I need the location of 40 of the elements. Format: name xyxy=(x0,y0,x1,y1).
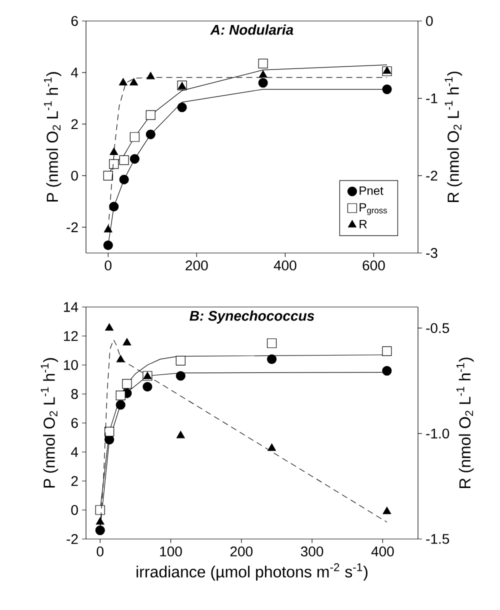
y2-tick-label: -0.5 xyxy=(426,323,450,334)
y-tick-label: 8 xyxy=(71,389,78,399)
y-tick-label: 6 xyxy=(71,418,78,428)
y-tick-label: 10 xyxy=(64,360,78,370)
legend-label: Pnet xyxy=(360,186,384,195)
x-tick-label: 600 xyxy=(362,260,385,270)
y-tick-label: 6 xyxy=(71,16,78,26)
chart-title: B: Synechococcus xyxy=(190,310,314,324)
x-tick-label: 200 xyxy=(186,260,208,270)
y2-axis-title: R (nmol O$_{2}$ L$^{-1}$ h$^{-1}$) xyxy=(456,358,474,488)
y2-tick-label: -1.5 xyxy=(426,534,450,544)
y-tick-label: 2 xyxy=(71,119,78,129)
y2-tick-label: -1 xyxy=(426,94,438,104)
x-tick-label: 100 xyxy=(160,546,182,556)
y-tick-label: -2 xyxy=(66,534,78,544)
y2-tick-label: -1.0 xyxy=(426,428,450,439)
x-tick-label: 400 xyxy=(371,546,394,556)
y-tick-label: 14 xyxy=(64,302,78,312)
x-tick-label: 0 xyxy=(96,546,104,556)
legend-label: P$_{gross}$ xyxy=(360,203,387,216)
y-axis-title: P (nmol O$_{2}$ L$^{-1}$ h$^{-1}$) xyxy=(40,358,58,488)
y-tick-label: 0 xyxy=(71,505,78,515)
legend-label: R xyxy=(360,220,367,228)
y-tick-label: 0 xyxy=(71,170,78,181)
x-tick-label: 400 xyxy=(274,260,296,270)
y2-axis-title: R (nmol O$_{2}$ L$^{-1}$ h$^{-1}$) xyxy=(444,72,462,202)
y-tick-label: 12 xyxy=(64,331,78,341)
x-axis-title: irradiance (µmol photons m$^{-2}$ s$^{-1}$) xyxy=(136,563,368,581)
y-axis-title: P (nmol O$_{2}$ L$^{-1}$ h$^{-1}$) xyxy=(44,72,62,202)
y2-tick-label: -3 xyxy=(426,248,438,258)
x-tick-label: 200 xyxy=(230,546,253,556)
y2-tick-label: 0 xyxy=(426,16,433,26)
y2-tick-label: -2 xyxy=(426,170,438,181)
y-tick-label: 2 xyxy=(71,476,78,486)
y-tick-label: 4 xyxy=(71,447,78,457)
y-tick-label: 4 xyxy=(71,68,78,78)
x-tick-label: 0 xyxy=(104,260,112,270)
chart-title: A: Nodularia xyxy=(210,24,294,35)
y-tick-label: -2 xyxy=(66,222,78,232)
x-tick-label: 300 xyxy=(300,546,324,556)
